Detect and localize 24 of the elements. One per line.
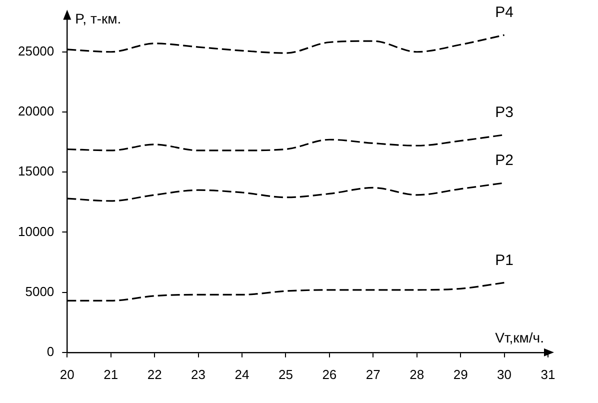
x-tick-label: 24: [234, 366, 250, 382]
x-tick-label: 20: [60, 366, 74, 382]
x-tick-label: 26: [322, 366, 337, 382]
x-tick-label: 30: [497, 366, 512, 382]
y-tick-label: 10000: [18, 224, 54, 239]
x-tick-label: 21: [104, 366, 118, 382]
x-tick-label: 28: [410, 366, 424, 382]
series-label: P2: [495, 152, 514, 170]
y-tick-label: 0: [46, 344, 54, 359]
x-tick-label: 23: [191, 366, 206, 382]
x-tick-label: 22: [147, 366, 162, 382]
y-tick-label: 15000: [18, 164, 54, 179]
y-tick-label: 25000: [18, 43, 54, 58]
series-label: P4: [495, 4, 514, 22]
x-tick-label: 27: [366, 366, 380, 382]
y-axis-title: P, т-км.: [75, 10, 122, 27]
y-tick-label: 5000: [25, 284, 54, 299]
y-tick-label: 20000: [18, 104, 54, 119]
series-label: P3: [495, 104, 514, 121]
x-tick-label: 29: [453, 366, 468, 382]
x-tick-label: 31: [540, 366, 556, 382]
series-label: P1: [495, 252, 514, 269]
x-axis-title: Vт,км/ч.: [495, 329, 544, 346]
x-tick-label: 25: [278, 366, 293, 382]
